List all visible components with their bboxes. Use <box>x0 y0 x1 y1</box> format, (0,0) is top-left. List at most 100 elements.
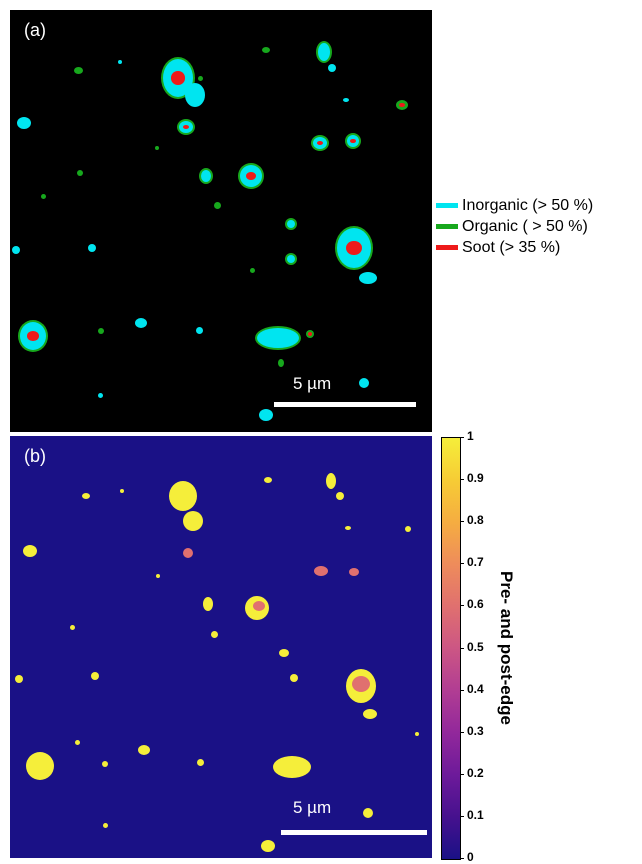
colorbar-tick-mark <box>460 521 464 523</box>
scale-bar-b <box>281 830 427 835</box>
particle <box>326 473 336 489</box>
colorbar-tick-label: 0.6 <box>467 597 484 612</box>
particle <box>343 98 349 102</box>
particle <box>102 761 108 767</box>
particle <box>182 124 190 130</box>
particle <box>185 83 205 107</box>
particle <box>155 146 159 150</box>
legend-swatch-organic <box>436 224 458 229</box>
particle <box>98 328 104 334</box>
colorbar-tick-mark <box>460 773 464 775</box>
particle <box>12 246 20 254</box>
particle <box>308 332 312 336</box>
particle <box>287 255 295 263</box>
particle <box>40 193 46 199</box>
particle <box>201 170 211 182</box>
particle <box>183 511 203 531</box>
particle <box>196 758 204 766</box>
panel-b-label: (b) <box>24 446 46 466</box>
colorbar-tick-mark <box>460 858 464 859</box>
colorbar-tick-mark <box>460 647 464 649</box>
colorbar-tick-label: 0 <box>467 850 474 864</box>
particle <box>359 272 377 284</box>
particle <box>262 47 270 53</box>
particle <box>183 548 193 558</box>
colorbar-title: Pre- and post-edge <box>497 571 516 725</box>
particle <box>287 220 295 228</box>
legend-item-soot: Soot (> 35 %) <box>436 237 593 258</box>
scale-bar-a <box>274 402 416 407</box>
particle <box>246 172 256 180</box>
particle <box>203 597 213 611</box>
particle <box>74 739 80 745</box>
legend-item-inorganic: Inorganic (> 50 %) <box>436 195 593 216</box>
particle <box>135 318 147 328</box>
particle <box>259 409 273 421</box>
particle <box>91 672 99 680</box>
colorbar-tick-mark <box>460 437 464 438</box>
edge-ratio-map-panel: (b) 5 µm <box>10 436 432 858</box>
colorbar-tick-label: 0.9 <box>467 471 484 486</box>
particle <box>15 675 23 683</box>
scale-bar-a-label: 5 µm <box>293 374 332 393</box>
particle <box>257 328 299 348</box>
particle <box>345 526 351 530</box>
particle <box>118 60 122 64</box>
particle <box>349 568 359 576</box>
particle <box>138 745 150 755</box>
particle <box>27 331 39 341</box>
particle <box>405 526 411 532</box>
panel-a-label: (a) <box>24 20 46 40</box>
particle <box>290 674 298 682</box>
particle <box>23 545 37 557</box>
particle <box>314 566 328 576</box>
legend-label-organic: Organic ( > 50 %) <box>462 217 588 235</box>
legend-item-organic: Organic ( > 50 %) <box>436 216 593 237</box>
colorbar-tick-label: 0.1 <box>467 807 484 822</box>
particle <box>273 756 311 778</box>
particle <box>249 267 255 273</box>
particle <box>253 601 265 611</box>
colorbar-tick-label: 0.7 <box>467 555 484 570</box>
colorbar-tick-label: 0.5 <box>467 639 484 654</box>
particle <box>210 630 218 638</box>
particle <box>352 676 370 692</box>
particle <box>359 378 369 388</box>
particle <box>399 103 405 107</box>
particle <box>156 574 160 578</box>
particle <box>346 241 362 255</box>
colorbar-tick-mark <box>460 479 464 481</box>
colorbar <box>441 437 461 860</box>
particle <box>279 649 289 657</box>
particle <box>88 244 96 252</box>
particle <box>264 477 272 483</box>
particle <box>363 709 377 719</box>
particle <box>102 822 108 828</box>
particle <box>82 493 90 499</box>
legend-swatch-inorganic <box>436 203 458 208</box>
particle <box>350 138 356 144</box>
legend: Inorganic (> 50 %) Organic ( > 50 %) Soo… <box>436 195 593 258</box>
legend-label-inorganic: Inorganic (> 50 %) <box>462 196 594 214</box>
particle <box>328 64 336 72</box>
particle <box>213 201 221 209</box>
particle <box>261 840 275 852</box>
colorbar-tick-mark <box>460 815 464 817</box>
particle <box>318 43 330 61</box>
colorbar-tick-mark <box>460 605 464 607</box>
particle <box>278 359 284 367</box>
particle <box>316 140 324 146</box>
colorbar-tick-label: 0.2 <box>467 765 484 780</box>
colorbar-tick-mark <box>460 689 464 691</box>
legend-label-soot: Soot (> 35 %) <box>462 238 561 256</box>
particle <box>26 752 54 780</box>
particle <box>120 489 124 493</box>
colorbar-tick-label: 0.3 <box>467 723 484 738</box>
colorbar-tick-mark <box>460 731 464 733</box>
particle <box>17 117 31 129</box>
particle <box>363 808 373 818</box>
particle <box>97 392 103 398</box>
particle <box>171 71 185 85</box>
particle <box>336 492 344 500</box>
composition-map-panel: (a) 5 µm <box>10 10 432 432</box>
